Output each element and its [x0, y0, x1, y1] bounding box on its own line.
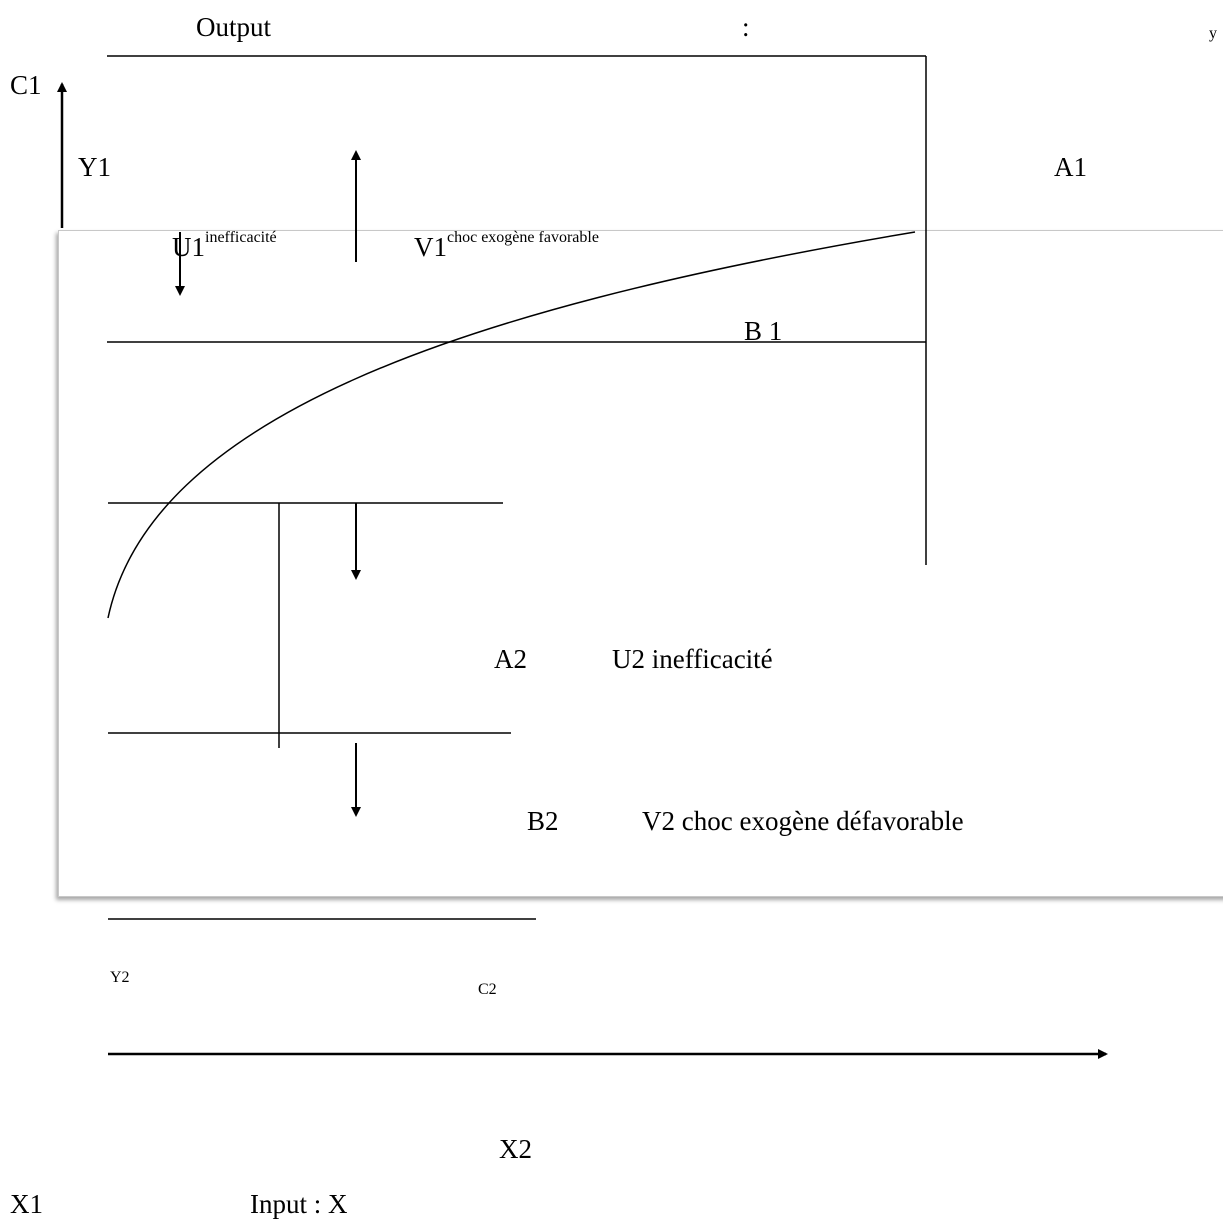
u1-text: U1: [172, 232, 205, 262]
c1-label: C1: [10, 70, 42, 100]
x1-label: X1: [10, 1189, 43, 1219]
y2-label: Y2: [110, 969, 130, 986]
inner-frame: [58, 230, 1223, 897]
y-corner-label: y: [1209, 25, 1217, 42]
v1-superscript: choc exogène favorable: [447, 229, 599, 246]
v2-label: V2 choc exogène défavorable: [642, 806, 964, 836]
y1-label: Y1: [78, 152, 111, 182]
a1-label: A1: [1054, 152, 1087, 182]
u1-superscript: inefficacité: [205, 229, 277, 246]
b2-label: B2: [527, 806, 559, 836]
a2-label: A2: [494, 644, 527, 674]
u1-label: U1inefficacité: [172, 230, 277, 262]
colon-label: :: [742, 12, 750, 42]
x2-label: X2: [499, 1134, 532, 1164]
v1-text: V1: [414, 232, 447, 262]
frontier-curve: [107, 231, 916, 619]
input-label: Input : X: [250, 1189, 348, 1219]
u2-label: U2 inefficacité: [612, 644, 773, 674]
b1-label: B 1: [744, 316, 783, 346]
v1-label: V1choc exogène favorable: [414, 230, 599, 262]
c2-label: C2: [478, 981, 497, 998]
output-label: Output: [196, 12, 272, 42]
